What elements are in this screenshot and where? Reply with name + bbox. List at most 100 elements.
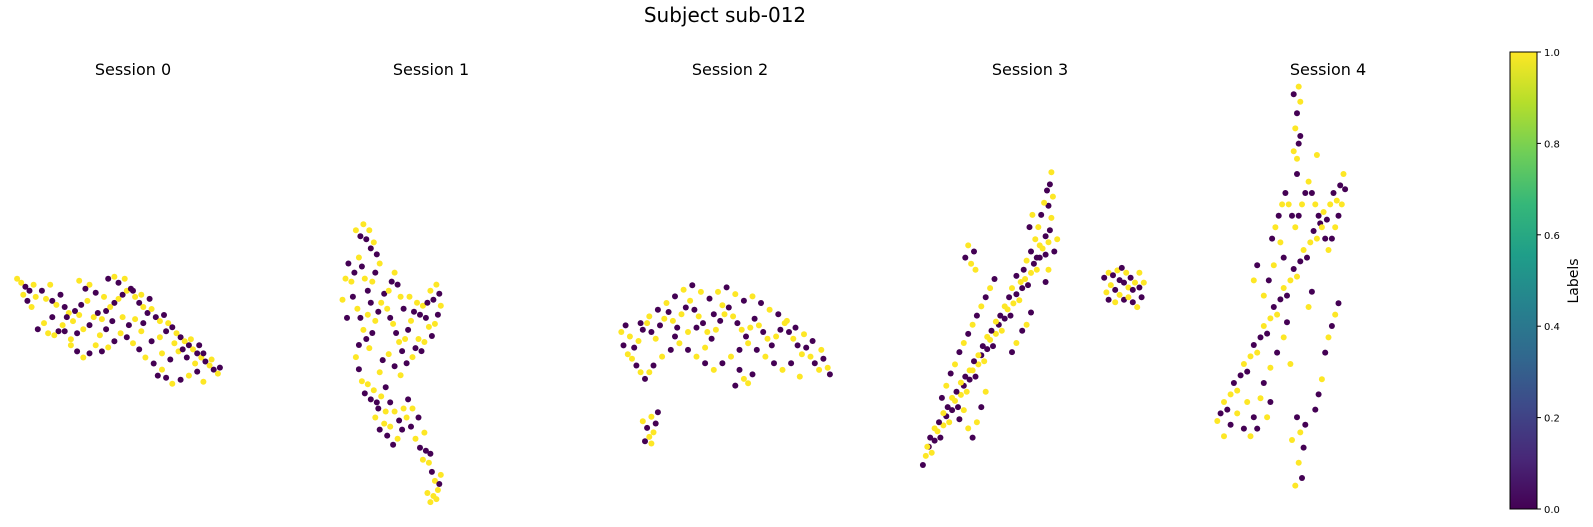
scatter-point <box>944 404 951 411</box>
scatter-point <box>194 368 201 375</box>
scatter-point <box>408 423 414 430</box>
scatter-point <box>376 260 383 267</box>
scatter-point <box>1294 414 1300 421</box>
scatter-point <box>382 384 389 391</box>
scatter-point <box>646 313 653 320</box>
scatter-point <box>1044 187 1050 194</box>
scatter-point <box>940 410 947 417</box>
scatter-point <box>758 300 764 306</box>
scatter-point <box>396 339 403 345</box>
scatter-point <box>1110 272 1116 279</box>
scatter-point <box>966 367 973 374</box>
scatter-point <box>762 353 769 360</box>
scatter-point <box>981 358 988 365</box>
scatter-point <box>1013 340 1020 346</box>
scatter-point <box>1299 201 1305 208</box>
scatter-point <box>1267 364 1274 371</box>
scatter-point <box>425 323 432 330</box>
scatter-point <box>786 329 792 335</box>
scatter-point <box>433 281 440 288</box>
scatter-point <box>433 496 440 503</box>
scatter-point <box>358 378 365 385</box>
scatter-point <box>1333 197 1340 204</box>
scatter-point <box>1332 311 1339 318</box>
scatter-point <box>354 305 361 312</box>
scatter-point <box>414 299 420 306</box>
scatter-point <box>396 417 403 424</box>
scatter-point <box>402 336 409 342</box>
scatter-point <box>721 311 728 318</box>
scatter-point <box>949 394 956 401</box>
scatter-point <box>434 311 441 318</box>
scatter-point <box>1299 475 1305 481</box>
scatter-point <box>1026 224 1033 231</box>
scatter-point <box>357 233 364 240</box>
scatter-point <box>710 311 717 318</box>
scatter-point <box>644 320 651 327</box>
scatter-point <box>1300 444 1307 451</box>
scatter-point <box>1217 410 1224 417</box>
scatter-point <box>152 314 159 321</box>
scatter-point <box>618 329 625 335</box>
scatter-point <box>1017 279 1024 285</box>
colorbar-ticks: 0.0 0.2 0.4 0.6 0.8 1.0 <box>1537 48 1560 516</box>
scatter-point <box>979 343 986 350</box>
scatter-point <box>1318 376 1325 383</box>
scatter-point <box>372 414 379 421</box>
scatter-point <box>399 348 406 355</box>
scatter-point <box>1244 399 1251 405</box>
scatter-point <box>1300 247 1307 253</box>
scatter-point <box>1274 311 1281 318</box>
scatter-point <box>105 344 112 351</box>
scatter-point <box>1112 286 1119 293</box>
scatter-point <box>92 289 99 296</box>
scatter-point <box>1254 349 1261 356</box>
scatter-point <box>732 291 739 298</box>
scatter-point <box>55 328 62 335</box>
scatter-point <box>364 381 371 388</box>
scatter-point <box>412 435 419 442</box>
scatter-point <box>1274 349 1281 356</box>
scatter-point <box>422 447 429 454</box>
scatter-point <box>192 360 199 367</box>
scatter-point <box>1335 300 1342 307</box>
scatter-point <box>86 350 93 357</box>
scatter-point <box>657 322 663 329</box>
scatter-point <box>824 364 831 371</box>
scatter-point <box>1260 292 1267 299</box>
scatter-point <box>150 360 157 367</box>
scatter-point <box>963 388 970 395</box>
scatter-point <box>34 326 41 333</box>
scatter-point <box>1116 291 1123 298</box>
scatter-point <box>715 288 721 295</box>
scatter-point <box>924 443 931 450</box>
scatter-point <box>749 293 756 300</box>
scatter-point <box>982 388 989 395</box>
scatter-point <box>1325 247 1332 253</box>
scatter-point <box>650 429 657 436</box>
scatter-point <box>437 302 444 309</box>
scatter-point <box>1310 228 1317 234</box>
scatter-point <box>427 287 434 294</box>
scatter-point <box>1022 276 1029 282</box>
scatter-point <box>633 362 640 369</box>
scatter-point <box>775 311 782 318</box>
scatter-point <box>922 452 929 459</box>
scatter-point <box>28 304 35 310</box>
scatter-panel: Session 4 <box>1214 60 1366 489</box>
scatter-panel: Session 0 <box>14 60 223 387</box>
panel-title: Session 0 <box>95 60 171 79</box>
scatter-panel: Session 3 <box>919 60 1068 468</box>
scatter-point <box>1028 248 1034 255</box>
scatter-point <box>1240 425 1247 432</box>
scatter-point <box>30 281 37 288</box>
scatter-point <box>1051 248 1058 255</box>
scatter-point <box>1221 433 1227 440</box>
scatter-point <box>1332 224 1339 231</box>
scatter-point <box>1035 224 1042 231</box>
scatter-point <box>1136 284 1143 291</box>
scatter-point <box>142 354 149 361</box>
scatter-point <box>1289 212 1295 219</box>
scatter-point <box>637 320 644 327</box>
scatter-point <box>674 324 681 331</box>
